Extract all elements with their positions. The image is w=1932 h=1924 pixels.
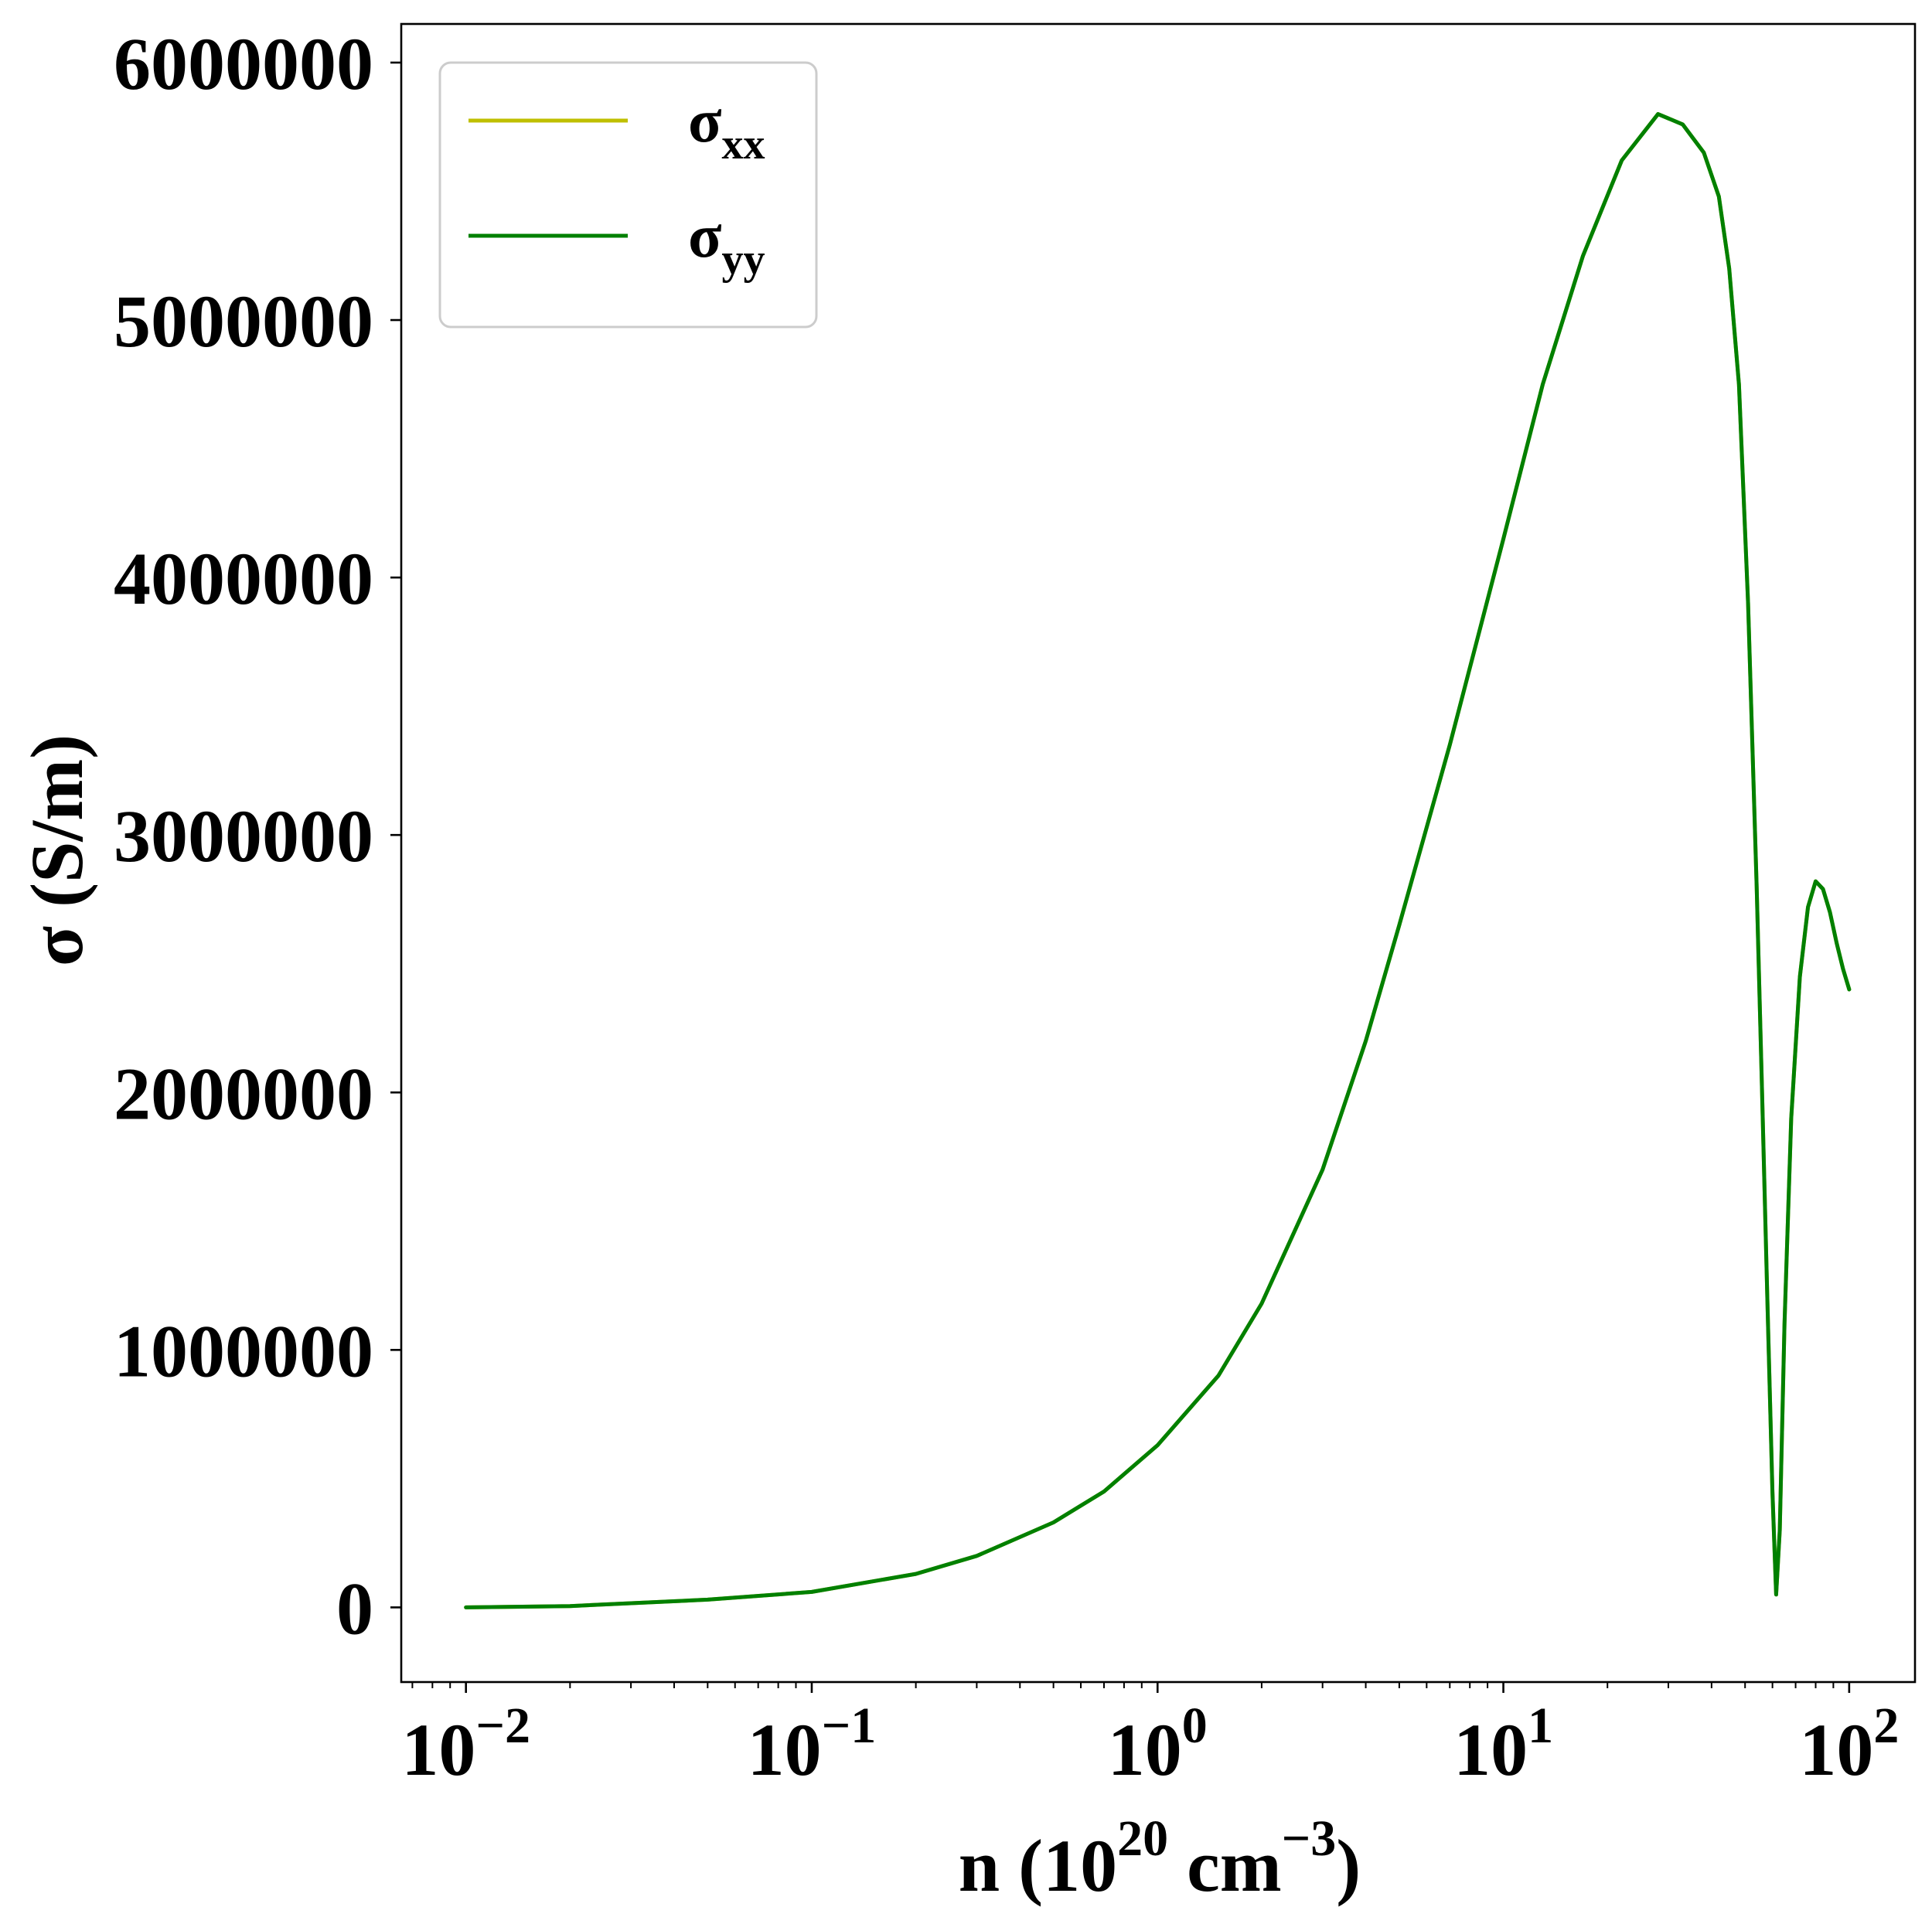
y-tick-label: 3000000 — [114, 795, 373, 877]
y-tick-label: 0 — [336, 1567, 373, 1650]
y-tick-label: 1000000 — [114, 1309, 373, 1392]
x-tick-label-base: 10 — [401, 1708, 475, 1791]
legend-label-sigma-yy: σyy — [688, 203, 765, 284]
legend-label-sigma-xx-sub: xx — [722, 121, 765, 169]
x-tick-label-exponent: 0 — [1182, 1698, 1208, 1754]
x-tick-label: 101 — [1453, 1698, 1553, 1791]
x-tick-label: 102 — [1799, 1698, 1899, 1791]
series-layer — [464, 112, 1852, 1609]
legend-label-sigma-xx: σxx — [688, 87, 765, 169]
x-axis-label-mid: cm — [1168, 1824, 1282, 1907]
y-tick-label: 5000000 — [114, 280, 373, 363]
x-axis-label-sup2: −3 — [1282, 1810, 1337, 1867]
x-axis-label: n (1020 cm−3) — [959, 1810, 1361, 1907]
y-tick-label: 2000000 — [114, 1052, 373, 1135]
x-tick-label-base: 10 — [1453, 1708, 1528, 1791]
legend-box — [438, 61, 818, 329]
y-axis: 0 1000000 2000000 3000000 4000000 5000000 6000… — [114, 22, 401, 1650]
x-tick-label-base: 10 — [1108, 1708, 1182, 1791]
legend: σxx σyy — [438, 61, 818, 329]
x-tick-label-base: 10 — [748, 1708, 822, 1791]
x-axis-label-end: ) — [1336, 1824, 1361, 1907]
x-axis: 10−2 10−1 100 101 102 — [401, 1682, 1899, 1791]
x-tick-label-exponent: −2 — [475, 1698, 530, 1754]
legend-label-sigma-xx-symbol: σ — [688, 87, 722, 155]
legend-label-sigma-yy-symbol: σ — [688, 203, 722, 271]
series-line-sigma-yy — [464, 112, 1852, 1609]
x-tick-label: 100 — [1108, 1698, 1208, 1791]
x-tick-label: 10−1 — [748, 1698, 877, 1791]
y-axis-label: σ (S/m) — [15, 734, 98, 966]
x-tick-label-exponent: 2 — [1873, 1698, 1899, 1754]
legend-label-sigma-yy-sub: yy — [722, 236, 765, 284]
x-axis-label-sup1: 20 — [1117, 1810, 1168, 1867]
x-tick-label-exponent: −1 — [822, 1698, 877, 1754]
y-tick-label: 4000000 — [114, 537, 373, 620]
x-tick-label-exponent: 1 — [1528, 1698, 1553, 1754]
x-tick-label: 10−2 — [401, 1698, 530, 1791]
y-tick-label: 6000000 — [114, 22, 373, 105]
x-tick-label-base: 10 — [1799, 1708, 1873, 1791]
x-axis-label-main: n (10 — [959, 1824, 1117, 1907]
